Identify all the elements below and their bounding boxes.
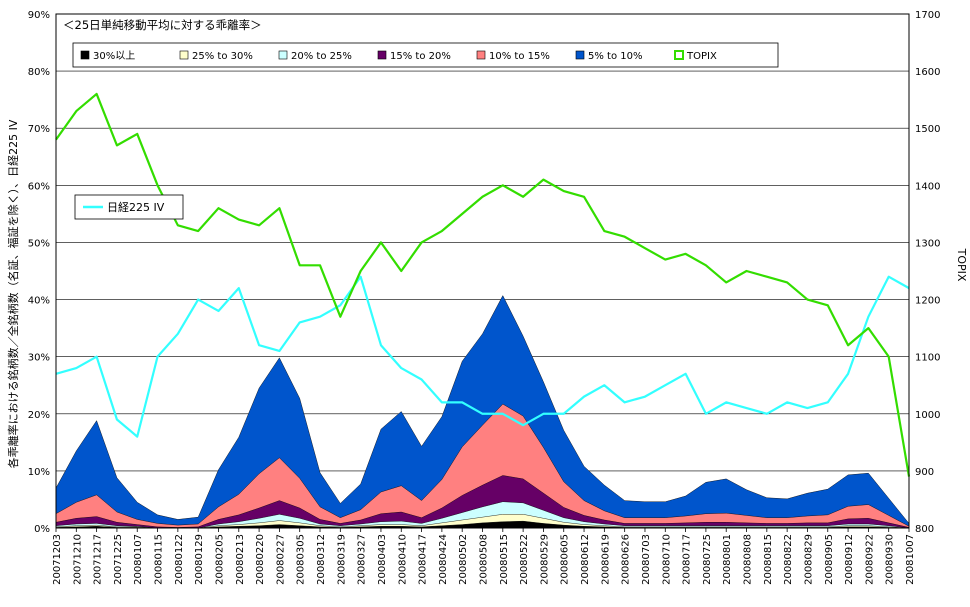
y-left-tick-label: 10% [28, 467, 50, 478]
x-tick-label: 20080829 [803, 534, 814, 585]
x-tick-label: 20080619 [600, 534, 611, 585]
y-left-tick-label: 90% [28, 10, 50, 21]
legend-swatch [674, 50, 684, 60]
legend-swatch [476, 50, 486, 60]
x-tick-label: 20080717 [682, 534, 693, 585]
x-tick-label: 20080626 [621, 534, 632, 585]
y-right-tick-label: 1000 [915, 410, 940, 421]
y-right-tick-label: 1100 [915, 353, 940, 364]
x-tick-label: 20080107 [133, 534, 144, 585]
legend-label: TOPIX [686, 51, 717, 62]
x-tick-label: 20080213 [235, 534, 246, 585]
x-tick-label: 20080312 [316, 534, 327, 585]
y-right-tick-labels: 800 900 1000 1100 1200 1300 1400 1500 1600 1700 [915, 10, 940, 535]
x-tick-label: 20080515 [499, 534, 510, 585]
x-tick-label: 20071217 [93, 534, 104, 585]
legend-swatch [179, 50, 189, 60]
x-tick-label: 20071225 [113, 534, 124, 585]
stacked-area-layer [55, 295, 910, 529]
y-right-tick-label: 1500 [915, 124, 940, 135]
x-tick-label: 20080220 [255, 534, 266, 585]
legend-swatch [575, 50, 585, 60]
title-box [60, 15, 270, 33]
legend-box [72, 42, 779, 68]
y-left-tick-label: 30% [28, 353, 50, 364]
y-left-tick-label: 60% [28, 181, 50, 192]
legend-label: 20% to 25% [291, 51, 352, 62]
x-tick-label: 20080227 [275, 534, 286, 585]
legend-swatch [377, 50, 387, 60]
legend-label: 30%以上 [93, 50, 135, 62]
x-tick-label: 20071203 [52, 534, 63, 585]
y-axis-left-label: 各乖離率における銘柄数／全銘柄数（名証、福証を除く）、日経225 IV [6, 119, 20, 468]
y-right-tick-label: 900 [915, 467, 934, 478]
line-series-1 [55, 92, 911, 477]
legend-label: 15% to 20% [390, 51, 451, 62]
x-tick-label: 20080801 [722, 534, 733, 585]
line-layer [55, 92, 911, 477]
x-tick-label: 20080522 [519, 534, 530, 585]
x-tick-label: 20080922 [864, 534, 875, 585]
y-left-tick-label: 40% [28, 296, 50, 307]
x-tick-label: 20080822 [783, 534, 794, 585]
y-left-tick-label: 20% [28, 410, 50, 421]
y-left-tick-label: 80% [28, 67, 50, 78]
line-series-0 [55, 275, 910, 438]
x-tick-label: 20080725 [702, 534, 713, 585]
x-tick-label: 20080319 [336, 534, 347, 585]
legend-iv: 日経225 IV [74, 194, 184, 220]
legend-main: 30%以上 25% to 30% 20% to 25% 15% to 20% 10% t… [72, 42, 779, 68]
x-tick-label: 20071210 [72, 534, 83, 585]
x-tick-label: 20080115 [154, 534, 165, 585]
x-tick-label: 20080912 [844, 534, 855, 585]
y-left-tick-labels: 0% 10% 20% 30% 40% 50% 60% 70% 80% 90% [28, 10, 50, 535]
y-left-tick-label: 0% [34, 524, 50, 535]
y-right-tick-label: 1200 [915, 296, 940, 307]
area-series-3 [55, 475, 910, 529]
y-right-tick-label: 1400 [915, 181, 940, 192]
x-tick-label: 20080808 [743, 534, 754, 585]
y-right-tick-label: 1700 [915, 10, 940, 21]
x-tick-label: 20080529 [539, 534, 550, 585]
x-tick-label: 20080508 [479, 534, 490, 585]
x-tick-label: 20080612 [580, 534, 591, 585]
x-tick-label: 20080710 [661, 534, 672, 585]
y-axis-right-label: TOPIX [955, 248, 968, 282]
y-left-tick-label: 70% [28, 124, 50, 135]
x-tick-label: 20081007 [905, 534, 916, 585]
legend-label: 10% to 15% [489, 51, 550, 62]
y-right-tick-label: 1300 [915, 238, 940, 249]
legend-label: 25% to 30% [192, 51, 253, 62]
legend-label: 5% to 10% [588, 51, 643, 62]
x-tick-label: 20080129 [194, 534, 205, 585]
y-right-tick-label: 1600 [915, 67, 940, 78]
x-tick-labels: 20071203 20071210 20071217 20071225 20080107… [52, 528, 916, 585]
x-tick-label: 20080605 [560, 534, 571, 585]
x-tick-label: 20080417 [418, 534, 429, 585]
x-tick-label: 20080930 [885, 534, 896, 585]
legend-swatch [278, 50, 288, 60]
x-tick-label: 20080205 [214, 534, 225, 585]
legend-iv-label: 日経225 IV [107, 201, 165, 214]
x-tick-label: 20080703 [641, 534, 652, 585]
x-tick-label: 20080305 [296, 534, 307, 585]
y-left-tick-label: 50% [28, 238, 50, 249]
x-tick-label: 20080905 [824, 534, 835, 585]
x-tick-label: 20080122 [174, 534, 185, 585]
x-tick-label: 20080502 [458, 534, 469, 585]
x-tick-label: 20080424 [438, 534, 449, 585]
x-tick-label: 20080327 [357, 534, 368, 585]
x-tick-label: 20080815 [763, 534, 774, 585]
x-tick-label: 20080410 [397, 534, 408, 585]
chart-title: ＜25日単純移動平均に対する乖離率＞ [63, 18, 262, 32]
y-right-tick-label: 800 [915, 524, 934, 535]
x-tick-label: 20080403 [377, 534, 388, 585]
legend-swatch [80, 50, 90, 60]
